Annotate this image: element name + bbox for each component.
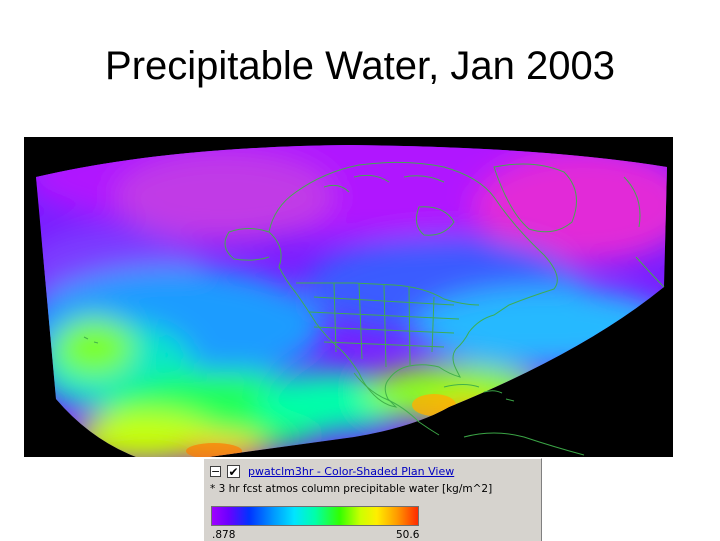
- precipitable-water-map: [24, 137, 673, 457]
- layer-legend: − ✔ pwatclm3hr - Color-Shaded Plan View …: [203, 458, 542, 541]
- scale-max-label: 50.6: [396, 529, 420, 541]
- map-svg: [24, 137, 673, 457]
- variable-description: * 3 hr fcst atmos column precipitable wa…: [210, 483, 493, 495]
- color-scale-bar: [211, 506, 419, 526]
- layer-name-link[interactable]: pwatclm3hr - Color-Shaded Plan View: [248, 464, 455, 478]
- collapse-icon[interactable]: −: [210, 464, 221, 478]
- legend-header: − ✔ pwatclm3hr - Color-Shaded Plan View: [210, 463, 454, 479]
- layer-visibility-checkbox[interactable]: ✔: [227, 464, 240, 479]
- political-boundaries: [83, 161, 665, 456]
- scale-min-label: .878: [212, 529, 236, 541]
- slide-title: Precipitable Water, Jan 2003: [105, 44, 615, 88]
